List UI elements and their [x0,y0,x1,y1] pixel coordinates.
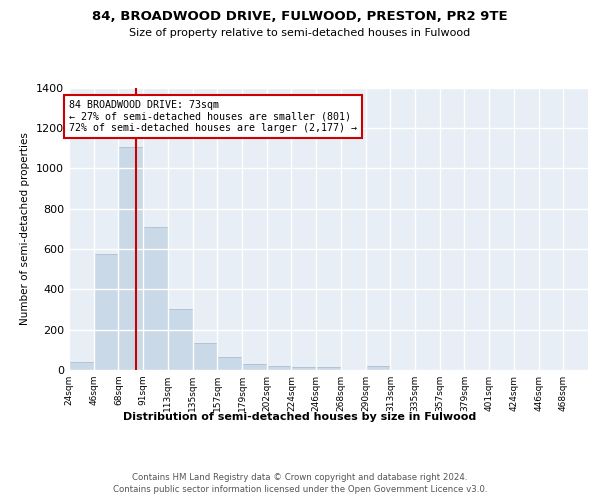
Bar [118,147,143,370]
Bar [267,366,292,370]
Text: Contains public sector information licensed under the Open Government Licence v3: Contains public sector information licen… [113,485,487,494]
Bar [69,362,94,370]
Text: Distribution of semi-detached houses by size in Fulwood: Distribution of semi-detached houses by … [124,412,476,422]
Bar [365,366,390,370]
Bar [193,343,217,370]
Bar [143,226,168,370]
Text: Size of property relative to semi-detached houses in Fulwood: Size of property relative to semi-detach… [130,28,470,38]
Text: Contains HM Land Registry data © Crown copyright and database right 2024.: Contains HM Land Registry data © Crown c… [132,472,468,482]
Bar [168,310,193,370]
Bar [217,357,242,370]
Bar [292,367,316,370]
Bar [94,254,118,370]
Bar [316,367,341,370]
Y-axis label: Number of semi-detached properties: Number of semi-detached properties [20,132,31,325]
Bar [242,364,267,370]
Text: 84 BROADWOOD DRIVE: 73sqm
← 27% of semi-detached houses are smaller (801)
72% of: 84 BROADWOOD DRIVE: 73sqm ← 27% of semi-… [69,100,357,133]
Text: 84, BROADWOOD DRIVE, FULWOOD, PRESTON, PR2 9TE: 84, BROADWOOD DRIVE, FULWOOD, PRESTON, P… [92,10,508,23]
